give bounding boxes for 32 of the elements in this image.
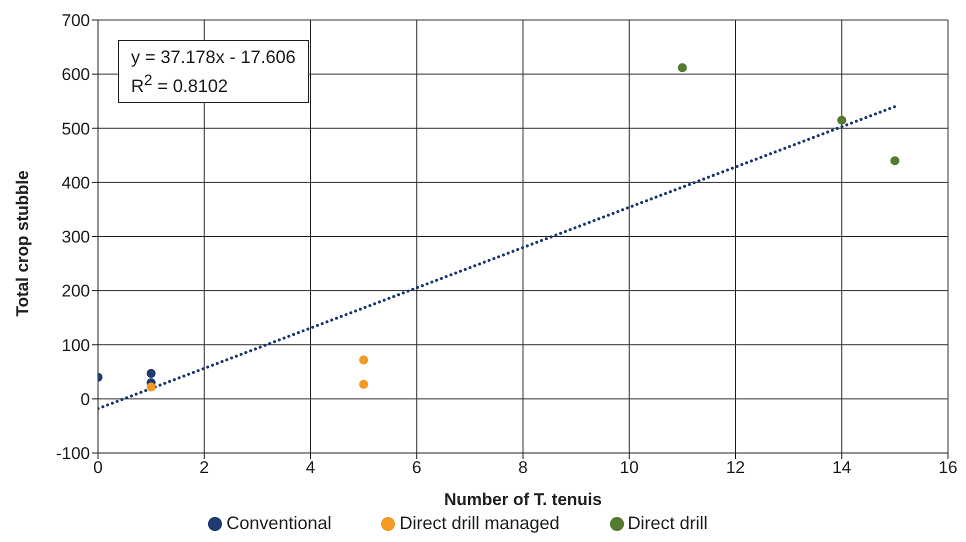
point (359, 355, 368, 364)
point (146, 368, 156, 378)
x-axis-title: Number of T. tenuis (444, 490, 602, 509)
point (146, 382, 156, 392)
x-tick-label: 8 (518, 458, 528, 478)
point (359, 380, 368, 389)
x-tick-label: 12 (726, 458, 745, 478)
y-tick-label: 100 (62, 336, 90, 355)
y-tick-label: -100 (56, 444, 90, 464)
x-tick-label: 14 (832, 458, 852, 478)
annotation: y = 37.178x - 17.606 (131, 46, 296, 69)
y-tick-label: 700 (62, 11, 90, 30)
x-tick-label: 16 (938, 458, 958, 478)
y-tick-label: 200 (62, 282, 90, 301)
x-tick-label: 2 (200, 458, 209, 478)
y-axis-title: Total crop stubble (13, 170, 32, 316)
y-tick-label: 600 (62, 65, 90, 84)
legend-label: Direct drill managed (399, 513, 560, 533)
x-tick-label: 4 (306, 458, 316, 478)
legend-label: Direct drill (628, 513, 708, 533)
annotation: R$^{2}$ = 0.8102 (131, 71, 229, 98)
y-tick-label: 500 (62, 119, 90, 138)
x-tick-label: 0 (93, 458, 103, 478)
legend-label: Conventional (226, 513, 332, 533)
y-tick-label: 300 (62, 228, 90, 247)
point (837, 116, 846, 125)
x-tick-label: 6 (412, 458, 422, 478)
x-tick-label: 10 (620, 458, 639, 478)
y-tick-label: 400 (62, 173, 90, 192)
point (890, 156, 900, 166)
y-tick-label: 0 (80, 390, 90, 409)
point (678, 63, 687, 72)
